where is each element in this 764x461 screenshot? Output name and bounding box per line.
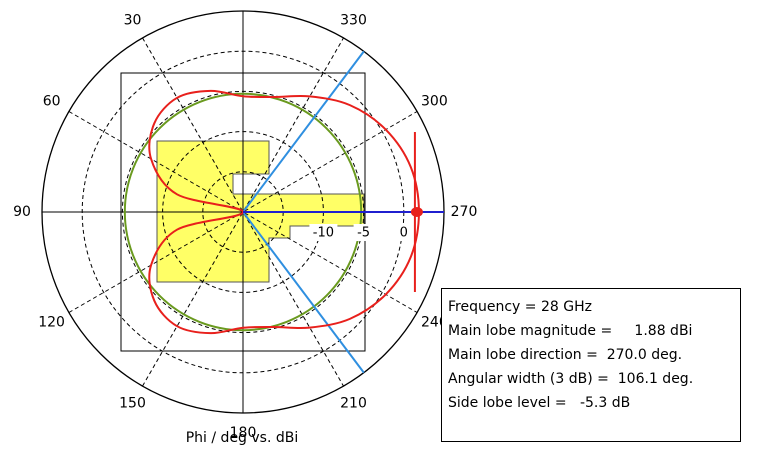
radial-tick-bg: [353, 224, 374, 241]
angle-label: 90: [13, 204, 31, 220]
angle-label: 150: [119, 395, 146, 411]
radial-tick-bg: [309, 224, 338, 241]
main-lobe-direction-line: Main lobe direction = 270.0 deg.: [448, 347, 683, 363]
angle-label: 120: [38, 315, 65, 331]
angle-label: 60: [43, 94, 61, 110]
frequency-line: Frequency = 28 GHz: [448, 299, 592, 315]
info-box: Frequency = 28 GHz Main lobe magnitude =…: [441, 288, 741, 442]
radial-tick-bg: [397, 224, 410, 241]
angle-label: 330: [340, 13, 367, 29]
angle-label: 210: [340, 395, 367, 411]
x-axis-label: Phi / deg vs. dBi: [185, 430, 299, 446]
side-lobe-level-line: Side lobe level = -5.3 dB: [448, 395, 631, 411]
angle-label: 30: [124, 13, 142, 29]
radial-tick-label: -10: [313, 226, 334, 241]
angle-grid-line: [142, 37, 344, 387]
radial-tick-label: -5: [357, 226, 370, 241]
angle-label: 180: [230, 425, 257, 441]
radial-tick-label: 0: [400, 226, 408, 241]
angle-label: 270: [451, 204, 478, 220]
main-lobe-peak-marker: [410, 207, 423, 217]
beam-edge-line: [242, 50, 365, 213]
angular-width-line: Angular width (3 dB) = 106.1 deg.: [448, 371, 694, 387]
beam-edge-line: [242, 211, 365, 374]
angle-label: 300: [421, 94, 448, 110]
main-lobe-magnitude-line: Main lobe magnitude = 1.88 dBi: [448, 323, 693, 339]
